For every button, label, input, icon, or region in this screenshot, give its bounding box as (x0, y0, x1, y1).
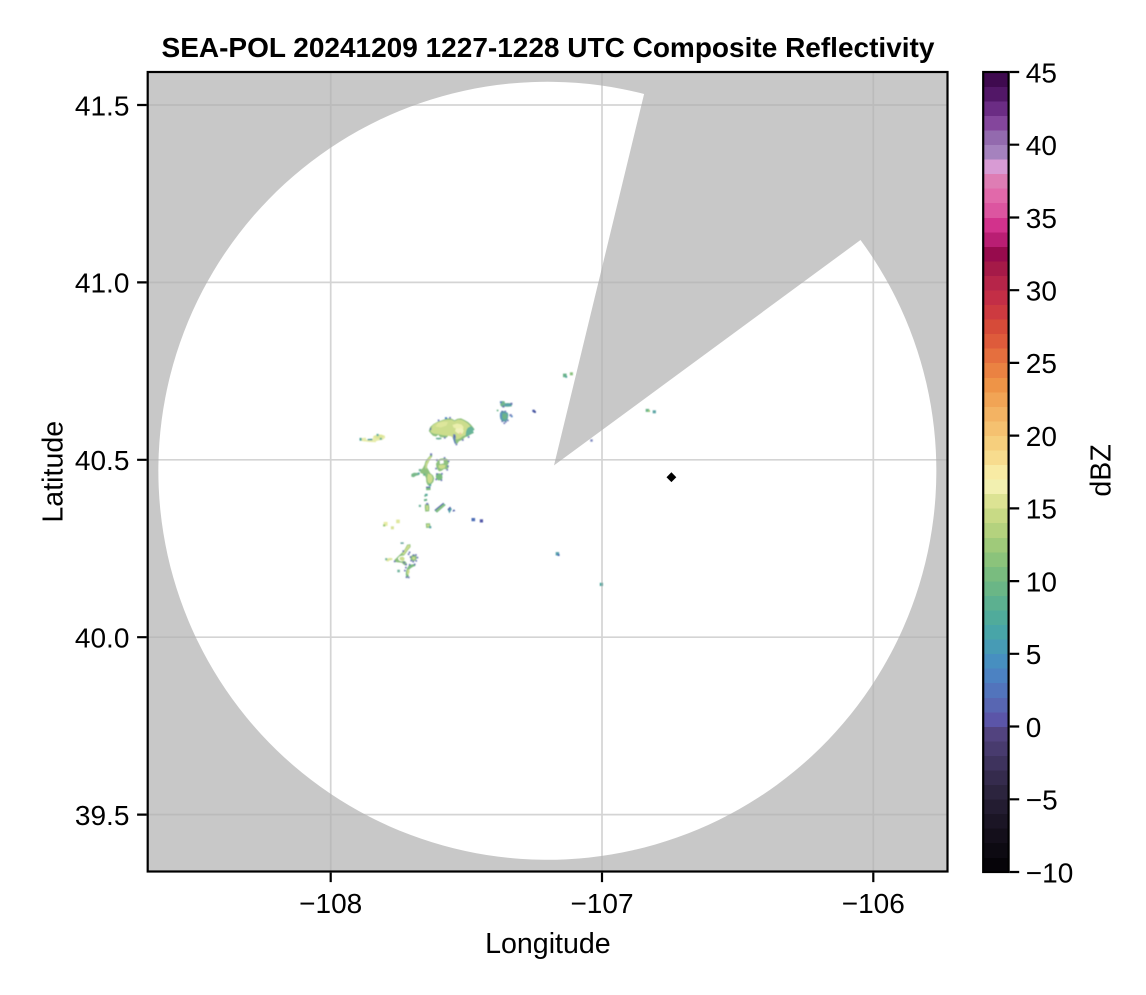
svg-text:−107: −107 (570, 888, 633, 919)
svg-text:−106: −106 (842, 888, 905, 919)
svg-text:41.5: 41.5 (75, 90, 130, 121)
svg-text:40.5: 40.5 (75, 445, 130, 476)
svg-text:Longitude: Longitude (485, 928, 611, 960)
svg-text:15: 15 (1026, 494, 1057, 525)
svg-text:25: 25 (1026, 348, 1057, 379)
svg-text:5: 5 (1026, 639, 1042, 670)
svg-text:35: 35 (1026, 203, 1057, 234)
svg-text:39.5: 39.5 (75, 800, 130, 831)
svg-text:45: 45 (1026, 57, 1057, 88)
svg-text:0: 0 (1026, 712, 1042, 743)
svg-text:10: 10 (1026, 566, 1057, 597)
svg-text:30: 30 (1026, 276, 1057, 307)
svg-text:−5: −5 (1026, 785, 1058, 816)
svg-text:dBZ: dBZ (1085, 444, 1117, 496)
svg-text:−10: −10 (1026, 857, 1074, 888)
svg-text:−108: −108 (299, 888, 362, 919)
svg-text:SEA-POL 20241209 1227-1228 UTC: SEA-POL 20241209 1227-1228 UTC Composite… (162, 32, 935, 63)
svg-text:40.0: 40.0 (75, 623, 130, 654)
svg-text:20: 20 (1026, 421, 1057, 452)
svg-text:40: 40 (1026, 130, 1057, 161)
svg-text:Latitude: Latitude (37, 421, 69, 523)
svg-text:41.0: 41.0 (75, 268, 130, 299)
